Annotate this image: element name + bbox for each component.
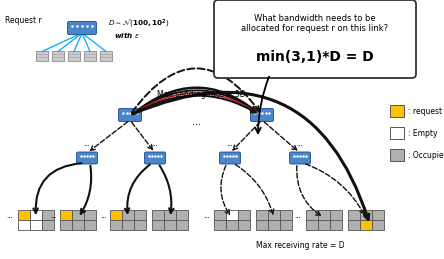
Bar (306, 210, 318, 220)
Bar (306, 220, 318, 230)
Bar (176, 220, 188, 230)
Bar (164, 210, 176, 220)
Text: ...: ... (204, 213, 210, 219)
Bar (256, 220, 268, 230)
Text: ...: ... (226, 141, 234, 147)
Bar (30, 210, 42, 220)
Bar (256, 210, 268, 220)
Bar (30, 220, 42, 230)
FancyBboxPatch shape (52, 51, 64, 61)
Bar (318, 210, 330, 220)
Text: ...: ... (51, 213, 57, 219)
Bar (122, 220, 134, 230)
Bar (372, 220, 384, 230)
Bar (42, 210, 54, 220)
Bar (372, 210, 384, 220)
FancyBboxPatch shape (250, 109, 274, 121)
Text: ...: ... (191, 117, 201, 127)
Bar (226, 220, 238, 230)
Bar (280, 220, 292, 230)
Bar (72, 220, 84, 230)
Text: min(3,1)*D = D: min(3,1)*D = D (256, 50, 374, 64)
Text: Request r: Request r (5, 16, 42, 25)
Bar (72, 210, 84, 220)
FancyBboxPatch shape (100, 51, 112, 61)
Bar (134, 220, 146, 230)
Bar (348, 220, 360, 230)
FancyBboxPatch shape (67, 21, 96, 34)
Text: ...: ... (7, 213, 13, 219)
Bar (268, 210, 280, 220)
Bar (60, 210, 72, 220)
FancyBboxPatch shape (214, 0, 416, 78)
Text: Max sending rate = 3D: Max sending rate = 3D (157, 90, 246, 99)
FancyBboxPatch shape (76, 152, 98, 164)
Bar (60, 220, 72, 230)
Text: ...: ... (151, 141, 159, 147)
Bar (176, 210, 188, 220)
FancyBboxPatch shape (144, 152, 166, 164)
Text: ...: ... (297, 141, 303, 147)
Bar (110, 210, 122, 220)
Bar (214, 220, 226, 230)
Text: with $\epsilon$: with $\epsilon$ (114, 30, 140, 40)
Bar (152, 220, 164, 230)
Bar (280, 210, 292, 220)
FancyBboxPatch shape (36, 51, 48, 61)
Bar (348, 210, 360, 220)
Bar (330, 210, 342, 220)
Text: ...: ... (83, 141, 91, 147)
FancyBboxPatch shape (219, 152, 241, 164)
Text: ...: ... (101, 213, 107, 219)
Bar (318, 220, 330, 230)
Bar (18, 220, 30, 230)
Text: : request r: : request r (408, 106, 444, 116)
Bar (164, 220, 176, 230)
Bar (214, 210, 226, 220)
Bar (268, 220, 280, 230)
Bar (42, 220, 54, 230)
Text: Max receiving rate = D: Max receiving rate = D (256, 241, 344, 250)
Bar (226, 210, 238, 220)
Bar (134, 210, 146, 220)
Bar (390, 149, 404, 161)
Bar (238, 220, 250, 230)
Text: : Occupied: : Occupied (408, 150, 444, 160)
FancyBboxPatch shape (67, 51, 80, 61)
Bar (18, 210, 30, 220)
Text: What bandwidth needs to be
allocated for request r on this link?: What bandwidth needs to be allocated for… (242, 14, 388, 33)
FancyBboxPatch shape (289, 152, 310, 164)
Bar (390, 105, 404, 117)
Bar (84, 210, 96, 220)
Bar (84, 220, 96, 230)
FancyBboxPatch shape (119, 109, 142, 121)
Bar (360, 220, 372, 230)
Bar (238, 210, 250, 220)
Text: : Empty: : Empty (408, 128, 437, 138)
Text: $D{\sim}\mathcal{N}(\mathbf{100, 10^2})$: $D{\sim}\mathcal{N}(\mathbf{100, 10^2})$ (108, 18, 170, 30)
Bar (390, 127, 404, 139)
Bar (122, 210, 134, 220)
Bar (360, 210, 372, 220)
Bar (152, 210, 164, 220)
Bar (330, 220, 342, 230)
Bar (110, 220, 122, 230)
FancyBboxPatch shape (84, 51, 96, 61)
Text: ...: ... (295, 213, 301, 219)
